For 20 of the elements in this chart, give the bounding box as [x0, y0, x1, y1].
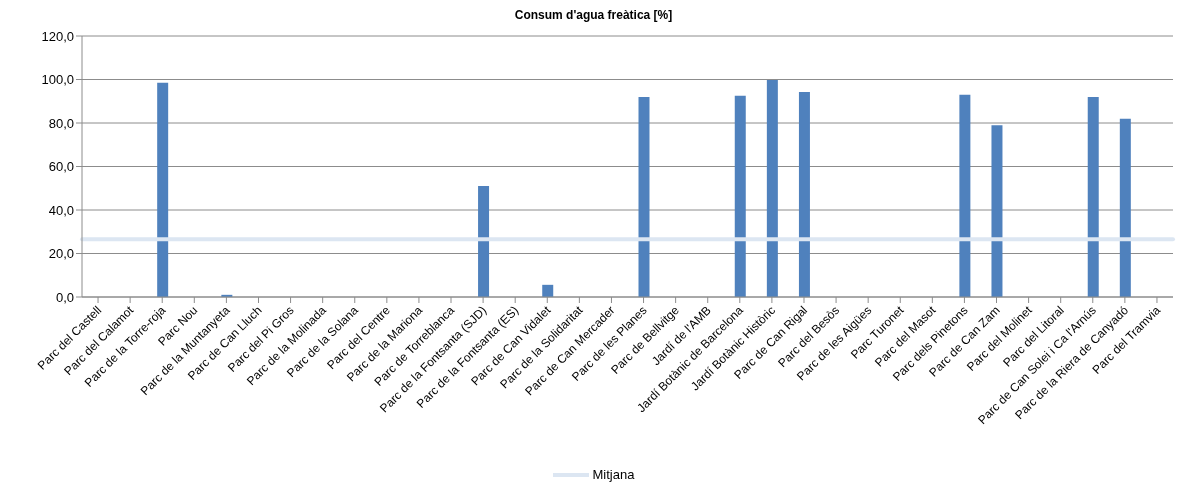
y-tick-label: 40,0 [48, 202, 74, 218]
bar [766, 79, 778, 297]
bar [1087, 96, 1099, 297]
y-tick-label: 100,0 [41, 72, 74, 88]
bar [991, 125, 1003, 297]
bar [734, 95, 746, 297]
y-tick-label: 0,0 [55, 289, 74, 305]
chart-title: Consum d'agua freàtica [%] [513, 8, 674, 22]
bar [1119, 118, 1131, 297]
bar [542, 284, 554, 297]
bar [478, 186, 490, 297]
bar [798, 91, 810, 297]
y-tick-label: 120,0 [41, 28, 74, 44]
bar [157, 82, 169, 297]
legend-label: Mitjana [591, 467, 635, 482]
y-tick-label: 20,0 [48, 246, 74, 262]
bar [638, 96, 650, 297]
y-tick-label: 60,0 [48, 159, 74, 175]
y-tick-label: 80,0 [48, 115, 74, 131]
bar [959, 94, 971, 297]
